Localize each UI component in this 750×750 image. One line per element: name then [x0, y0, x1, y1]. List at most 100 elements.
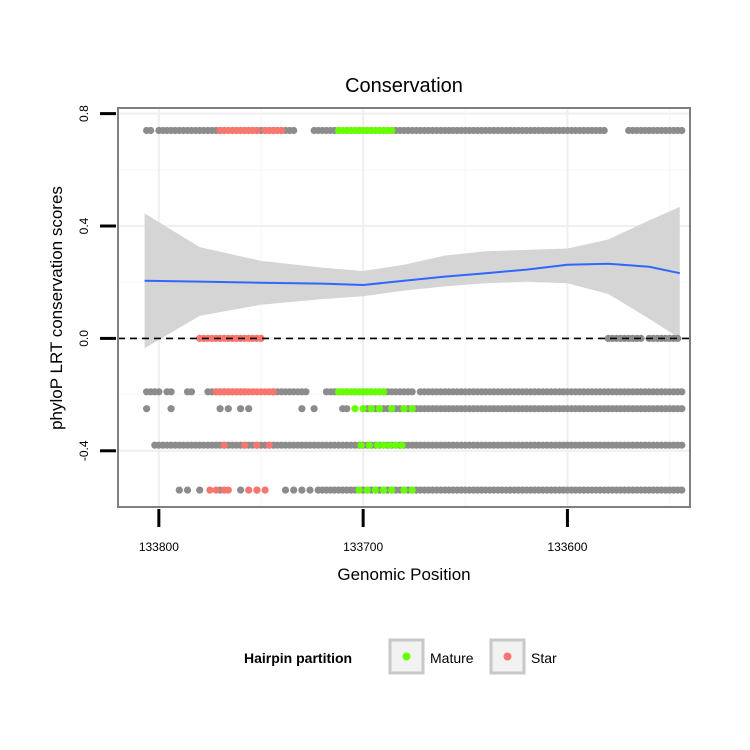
data-point-other — [175, 486, 183, 494]
x-tick-label: 133800 — [139, 540, 179, 554]
smooth-ribbon-layer — [144, 206, 680, 349]
y-tick-label: 0.0 — [77, 330, 91, 347]
confidence-ribbon — [144, 206, 680, 349]
data-point-star — [206, 486, 214, 494]
x-axis-label: Genomic Position — [337, 565, 470, 584]
data-point-other — [290, 486, 298, 494]
data-point-other — [678, 486, 686, 494]
data-point-star — [245, 486, 253, 494]
data-point-mature — [386, 441, 394, 449]
data-point-mature — [365, 441, 373, 449]
data-point-other — [302, 388, 310, 396]
data-point-mature — [373, 441, 381, 449]
data-point-other — [167, 388, 175, 396]
data-point-other — [237, 405, 245, 413]
chart-title: Conservation — [345, 75, 463, 97]
legend-entry-mature: Mature — [388, 638, 474, 675]
data-point-other — [196, 486, 204, 494]
data-point-mature — [363, 486, 371, 494]
data-point-star — [253, 126, 261, 135]
legend-label-star: Star — [531, 650, 557, 666]
points-layer — [143, 126, 686, 494]
data-point-other — [281, 486, 290, 494]
data-point-star — [253, 441, 261, 449]
data-point-other — [678, 405, 686, 413]
data-point-mature — [400, 405, 408, 413]
legend-entry-star: Star — [489, 638, 557, 675]
data-point-mature — [388, 126, 396, 135]
smooth-line-layer — [144, 262, 681, 287]
data-point-mature — [408, 405, 416, 413]
y-tick-label: 0.8 — [77, 105, 91, 122]
data-point-mature — [408, 486, 416, 494]
data-point-other — [408, 388, 416, 396]
y-axis-label: phyloP LRT conservation scores — [47, 186, 66, 430]
series-mature — [335, 126, 416, 494]
data-point-star — [277, 126, 285, 135]
data-point-other — [674, 334, 682, 342]
data-point-mature — [380, 441, 388, 449]
data-point-star — [261, 486, 269, 494]
data-point-other — [245, 405, 253, 413]
data-point-other — [310, 405, 318, 413]
legend-marker-star — [503, 652, 512, 661]
data-point-mature — [359, 405, 367, 413]
data-point-star — [257, 334, 265, 342]
data-point-other — [216, 405, 224, 413]
legend: Hairpin partition Mature Star — [244, 638, 557, 675]
x-tick-label: 133600 — [547, 540, 587, 554]
data-point-star — [265, 441, 273, 449]
data-point-other — [678, 388, 686, 396]
data-point-other — [224, 405, 232, 413]
data-point-other — [678, 441, 686, 449]
data-point-star — [224, 486, 232, 494]
data-point-other — [298, 405, 306, 413]
data-point-mature — [388, 405, 396, 413]
legend-title: Hairpin partition — [244, 650, 352, 666]
data-point-star — [253, 486, 261, 494]
data-point-star — [220, 441, 228, 449]
y-tick-label: -0.4 — [77, 440, 91, 461]
data-point-other — [183, 486, 192, 494]
legend-label-mature: Mature — [430, 650, 474, 666]
data-point-mature — [380, 486, 388, 494]
series-star — [196, 126, 285, 494]
legend-marker-mature — [402, 652, 411, 661]
y-tick-label: 0.4 — [77, 217, 91, 234]
data-point-star — [241, 441, 249, 449]
data-point-star — [269, 388, 277, 396]
data-point-other — [237, 486, 245, 494]
data-point-mature — [375, 405, 384, 413]
data-point-mature — [400, 486, 408, 494]
data-point-other — [147, 126, 155, 135]
data-point-mature — [367, 405, 375, 413]
series-other — [143, 126, 686, 494]
tick-labels: -0.4 0.0 0.4 0.8 133800 133700 133600 — [77, 105, 588, 554]
data-point-mature — [380, 388, 388, 396]
data-point-other — [167, 405, 175, 413]
data-point-other — [187, 388, 196, 396]
grid-lines — [118, 108, 690, 507]
data-point-mature — [371, 486, 379, 494]
data-point-star — [212, 486, 220, 494]
data-point-mature — [357, 441, 365, 449]
data-point-other — [155, 388, 163, 396]
data-point-mature — [355, 486, 363, 494]
data-point-other — [343, 405, 351, 413]
data-point-other — [298, 486, 306, 494]
data-point-mature — [388, 486, 396, 494]
data-point-mature — [398, 441, 406, 449]
data-point-other — [600, 126, 608, 135]
data-point-other — [678, 126, 686, 135]
x-tick-label: 133700 — [343, 540, 383, 554]
axis-ticks — [100, 112, 569, 527]
panel-border — [117, 107, 691, 508]
data-point-other — [143, 405, 151, 413]
data-point-mature — [351, 405, 359, 413]
data-point-other — [290, 126, 298, 135]
data-point-mature — [392, 441, 400, 449]
data-point-other — [306, 486, 314, 494]
